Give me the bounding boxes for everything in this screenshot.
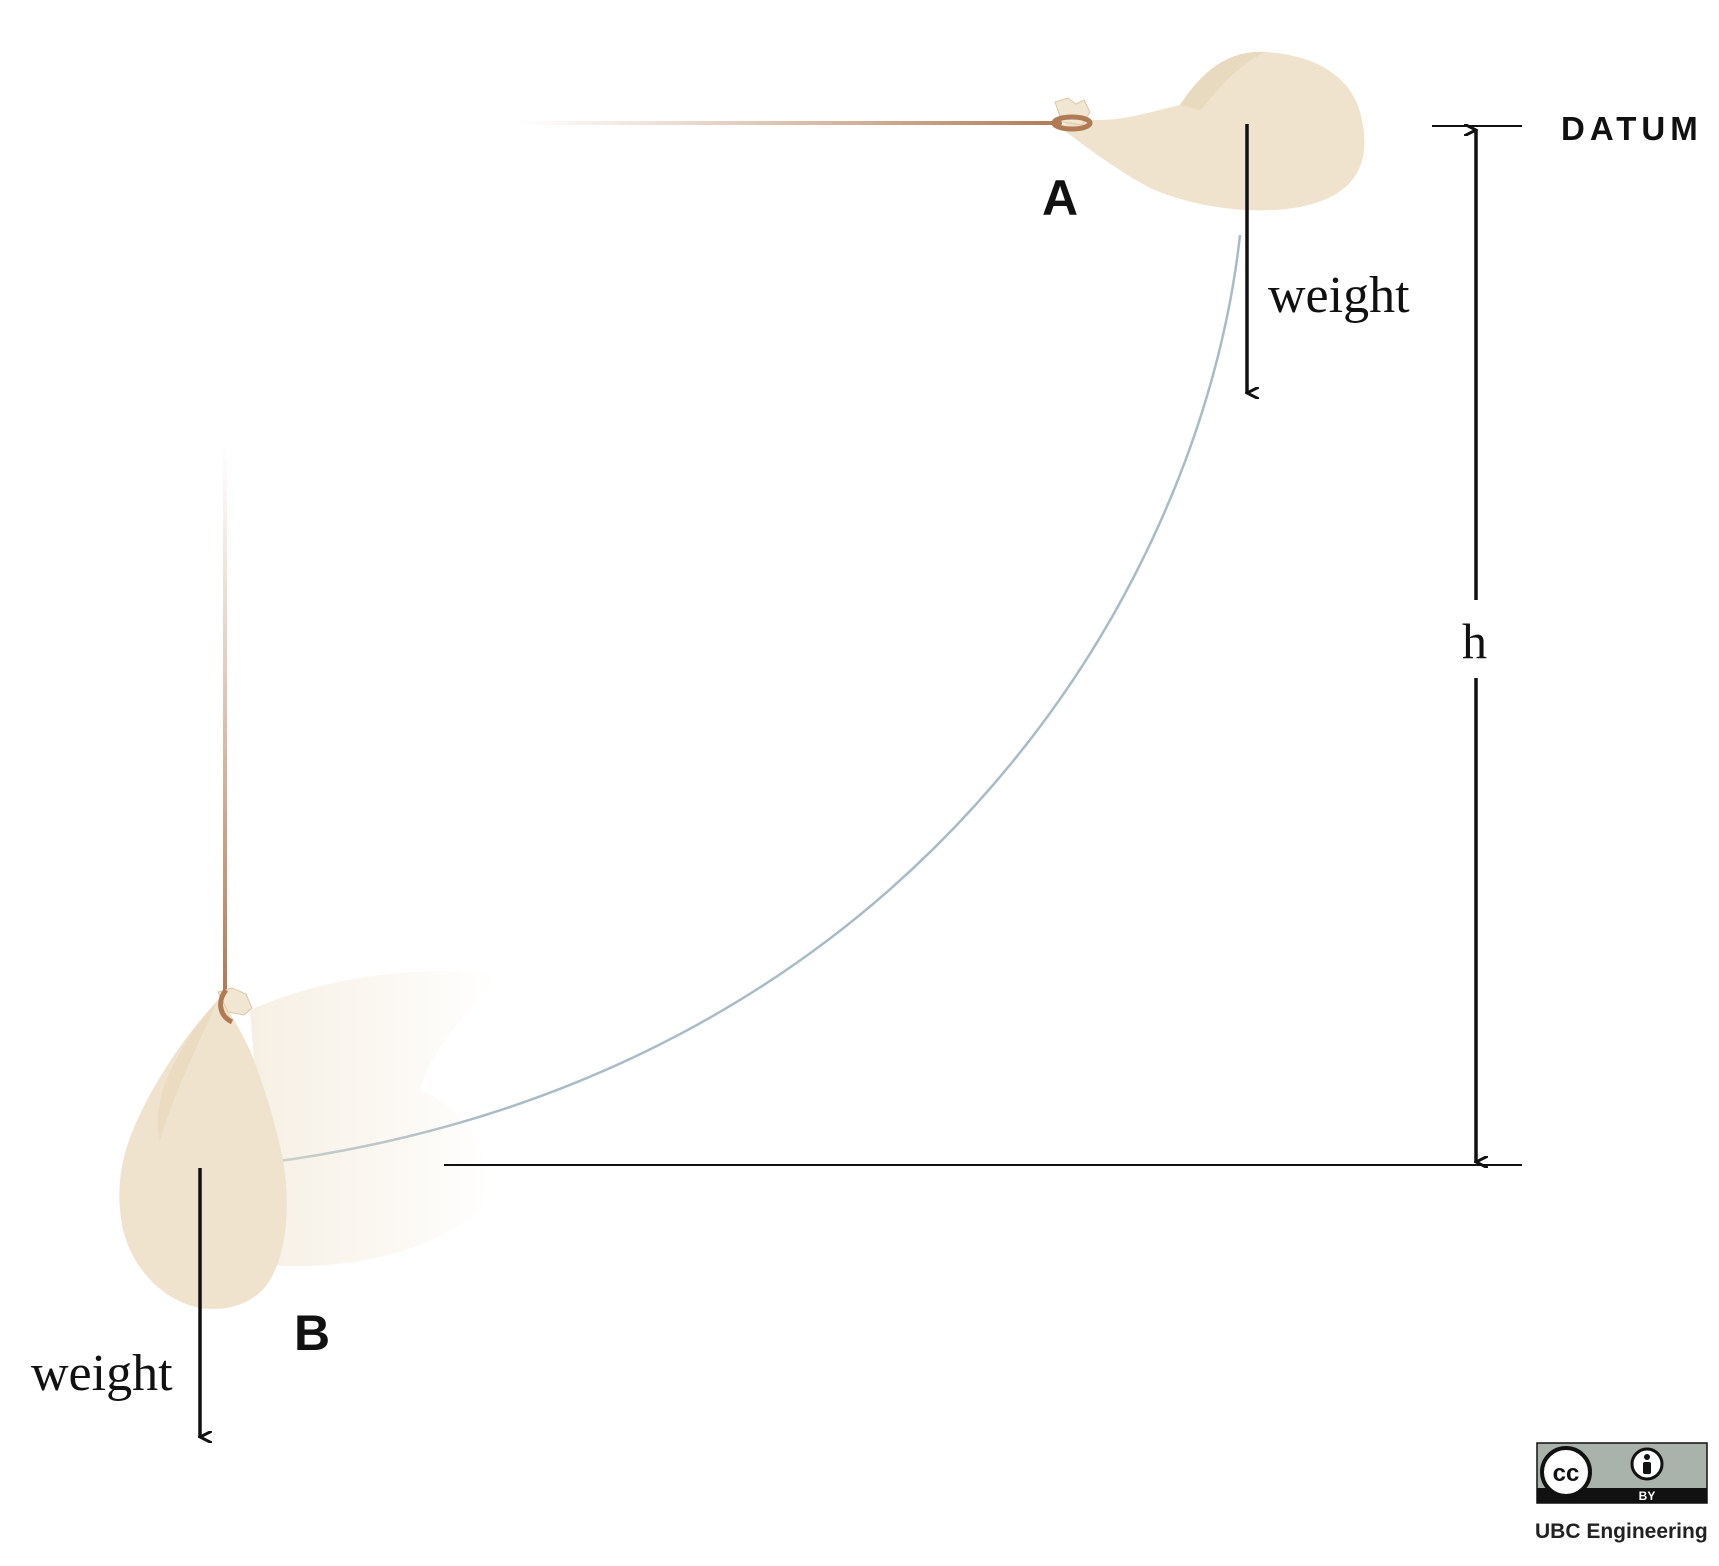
point-a-label: A	[1042, 170, 1078, 226]
bag-a	[1051, 51, 1365, 211]
cc-symbol: cc	[1553, 1460, 1580, 1487]
credit-label: UBC Engineering	[1535, 1520, 1708, 1543]
rope-horizontal	[520, 121, 1062, 125]
datum-label: DATUM	[1561, 110, 1703, 147]
rope-vertical	[223, 445, 227, 990]
by-label: BY	[1639, 1489, 1656, 1503]
weight-b-label: weight	[31, 1345, 173, 1402]
creative-commons-icon: cc	[1540, 1446, 1592, 1498]
attribution-person-icon	[1630, 1447, 1664, 1481]
swing-trajectory	[264, 234, 1242, 1165]
bag-b	[119, 987, 287, 1310]
motion-ghost	[250, 971, 500, 1267]
height-label: h	[1462, 613, 1487, 669]
weight-a-label: weight	[1268, 267, 1410, 324]
point-b-label: B	[294, 1305, 330, 1361]
license-badge: cc BY	[1536, 1442, 1708, 1504]
